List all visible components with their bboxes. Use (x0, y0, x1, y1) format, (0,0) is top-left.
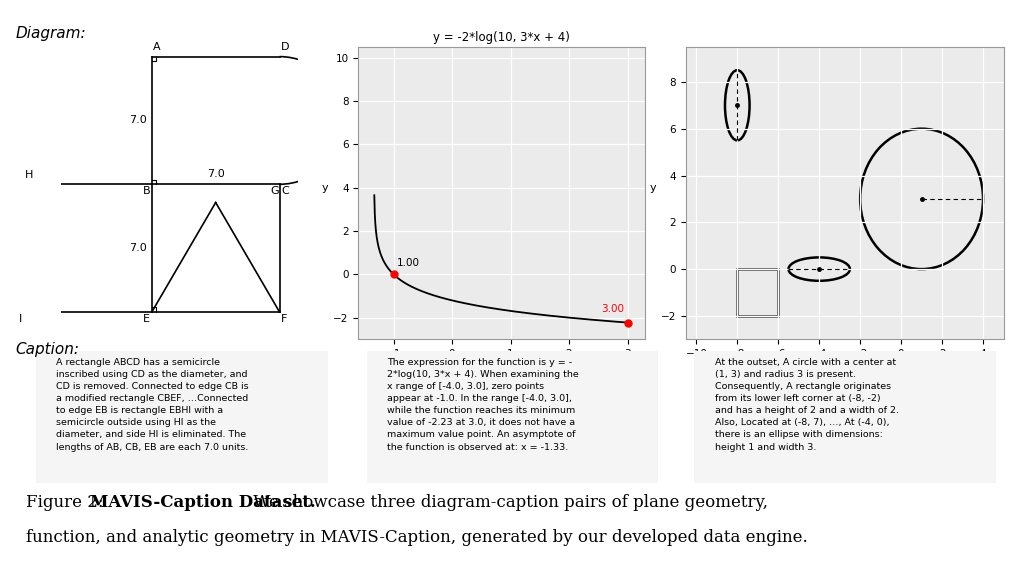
Text: 7.0: 7.0 (129, 243, 146, 253)
Text: E: E (143, 314, 151, 324)
FancyBboxPatch shape (25, 346, 339, 488)
Text: 7.0: 7.0 (207, 169, 224, 179)
Text: B: B (142, 186, 151, 196)
Y-axis label: y: y (322, 183, 329, 193)
Y-axis label: y: y (649, 183, 656, 193)
Text: H: H (25, 170, 34, 180)
Text: At the outset, A circle with a center at
(1, 3) and radius 3 is present.
Consequ: At the outset, A circle with a center at… (716, 357, 899, 452)
Text: D: D (282, 42, 290, 52)
Text: G: G (270, 186, 279, 196)
Text: Diagram:: Diagram: (15, 26, 86, 42)
X-axis label: x: x (499, 364, 505, 374)
Text: 3.00: 3.00 (602, 304, 625, 314)
FancyBboxPatch shape (682, 346, 1009, 488)
Text: C: C (282, 186, 289, 196)
Text: 7.0: 7.0 (129, 115, 146, 125)
Text: Caption:: Caption: (15, 342, 80, 357)
Bar (737, 269, 778, 316)
Text: I: I (19, 314, 23, 324)
Text: A: A (153, 42, 161, 52)
Text: We showcase three diagram-caption pairs of plane geometry,: We showcase three diagram-caption pairs … (248, 494, 768, 511)
FancyBboxPatch shape (355, 346, 670, 488)
X-axis label: x: x (842, 364, 848, 374)
Text: A rectangle ABCD has a semicircle
inscribed using CD as the diameter, and
CD is : A rectangle ABCD has a semicircle inscri… (56, 357, 249, 452)
Title: y = -2*log(10, 3*x + 4): y = -2*log(10, 3*x + 4) (433, 31, 570, 44)
Text: 1.00: 1.00 (396, 257, 420, 267)
Text: F: F (282, 314, 288, 324)
Text: MAVIS-Caption Dataset.: MAVIS-Caption Dataset. (90, 494, 315, 511)
Text: function, and analytic geometry in MAVIS-Caption, generated by our developed dat: function, and analytic geometry in MAVIS… (26, 529, 807, 546)
Text: The expression for the function is y = -
2*log(10, 3*x + 4). When examining the
: The expression for the function is y = -… (387, 357, 579, 452)
Text: Figure 2:: Figure 2: (26, 494, 109, 511)
